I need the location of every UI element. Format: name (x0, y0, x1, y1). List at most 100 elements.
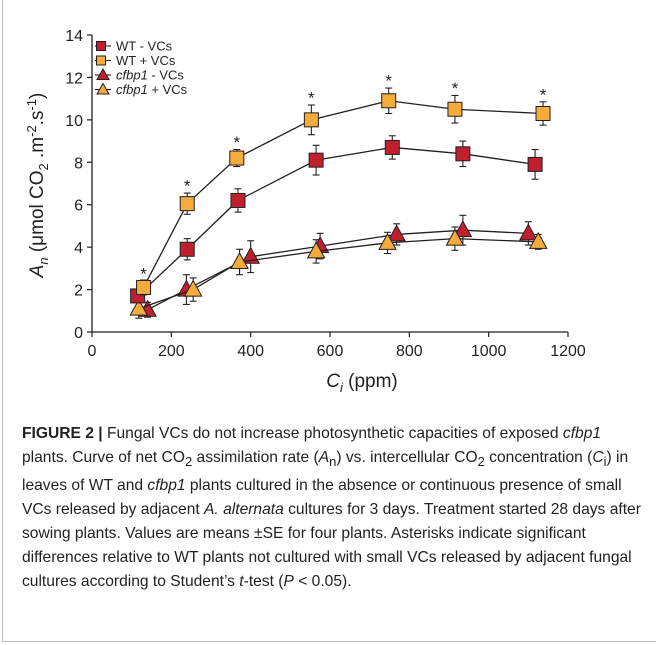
y-axis-label-sub: n (36, 257, 51, 264)
y-tick-label: 6 (74, 198, 83, 215)
legend-label-italic: cfbp1 (116, 68, 148, 83)
y-ticks: 0 2 4 6 8 10 12 14 (65, 28, 92, 342)
data-point (527, 156, 543, 172)
data-point (381, 93, 397, 109)
y-axis-label-dot: .s (27, 111, 48, 126)
significance-star: * (540, 85, 547, 104)
legend-label-italic: cfbp1 (116, 82, 148, 97)
significance-star: * (452, 79, 459, 98)
caption-text: plants cultured in the absence or contin… (22, 477, 622, 519)
x-axis-label-sub: i (340, 380, 344, 395)
data-point (230, 192, 246, 208)
y-axis-label-mid: .m (27, 137, 48, 163)
caption-text: Fungal VCs do not increase photosyntheti… (102, 425, 563, 442)
caption-text: -test ( (243, 573, 284, 591)
x-axis-label: Ci (ppm) (326, 371, 398, 395)
caption-text: < 0.05). (293, 573, 352, 591)
y-axis-label-co2-sub: 2 (36, 163, 51, 170)
data-point (229, 150, 245, 166)
x-tick-label: 0 (88, 343, 97, 360)
legend-swatch (96, 41, 106, 51)
legend-swatch (96, 67, 110, 80)
data-point (306, 241, 326, 259)
y-axis-label-sup2: -1 (24, 99, 39, 111)
data-point (308, 152, 324, 168)
caption-label: FIGURE 2 | (22, 425, 103, 442)
series-line (142, 100, 544, 288)
caption-italic: P (283, 573, 294, 591)
series-line (138, 238, 539, 310)
data-point (445, 228, 465, 246)
caption-subscript: 2 (184, 454, 193, 470)
legend-label: WT - VCs (116, 39, 173, 54)
significance-star: * (385, 72, 392, 91)
y-tick-label: 10 (65, 113, 83, 130)
legend-label: WT + VCs (116, 53, 176, 68)
data-point (136, 279, 152, 295)
data-point (179, 196, 195, 212)
caption-italic: cfbp1 (147, 477, 186, 495)
y-tick-label: 4 (74, 240, 83, 257)
x-tick-label: 400 (237, 343, 264, 360)
data-point (535, 105, 551, 121)
caption-text: ) vs. intercellular CO (336, 449, 478, 466)
legend-swatch (96, 55, 106, 66)
x-tick-label: 800 (396, 343, 423, 360)
y-tick-label: 14 (65, 28, 83, 45)
data-point (183, 279, 203, 297)
caption-subscript: i (603, 454, 607, 470)
x-tick-label: 1200 (550, 343, 586, 360)
caption-text: plants. Curve of net CO (22, 449, 185, 466)
data-point (453, 220, 473, 238)
data-point (129, 298, 149, 316)
significance-star: * (184, 177, 191, 196)
y-tick-label: 8 (74, 155, 83, 172)
x-ticks: 0 200 400 600 800 1000 1200 (88, 332, 586, 360)
caption-text: concentration ( (484, 449, 593, 466)
data-point (230, 251, 249, 269)
significance-star: * (140, 265, 147, 284)
legend-label-rest: + VCs (148, 82, 188, 97)
legend-label-rest: - VCs (148, 68, 185, 83)
data-point (447, 101, 463, 117)
caption-text: cultures for 3 days. Treatment started 2… (22, 501, 641, 591)
y-tick-label: 12 (65, 70, 83, 87)
y-axis-label-open: (μmol CO (27, 170, 48, 257)
data-point (303, 112, 319, 128)
y-axis-label-close: ) (27, 93, 48, 99)
x-axis-label-main: C (326, 371, 340, 392)
caption-subscript: 2 (477, 454, 485, 470)
series-line (137, 146, 536, 297)
caption-italic: C (592, 449, 604, 466)
figure-caption: FIGURE 2 | Fungal VCs do not increase ph… (22, 422, 647, 594)
caption-italic: t (239, 573, 244, 591)
data-point (378, 232, 397, 250)
series-0 (130, 135, 543, 304)
significance-markers: * * * * * * * (140, 72, 546, 284)
data-point (528, 231, 548, 249)
series-2 (138, 214, 538, 318)
data-point (387, 224, 406, 242)
legend-label: cfbp1 + VCs (116, 82, 188, 97)
y-axis-label-main: A (27, 265, 48, 279)
series-line (147, 229, 529, 311)
data-point (384, 139, 400, 155)
x-tick-label: 600 (317, 343, 344, 360)
caption-italic: A (318, 449, 330, 466)
caption-italic: A. alternata (204, 501, 284, 519)
caption-subscript: n (329, 454, 337, 470)
legend-swatch (96, 82, 110, 95)
series-1 (136, 87, 551, 296)
significance-star: * (233, 133, 240, 152)
data-point (518, 223, 538, 241)
data-point (179, 241, 195, 257)
data-point (455, 146, 471, 162)
y-tick-label: 2 (74, 283, 83, 300)
significance-star: * (308, 89, 315, 108)
caption-text: ) in leaves of WT and (22, 449, 629, 495)
caption-italic: cfbp1 (562, 425, 602, 442)
y-axis-label: An (μmol CO2 .m-2.s-1) (24, 93, 51, 279)
